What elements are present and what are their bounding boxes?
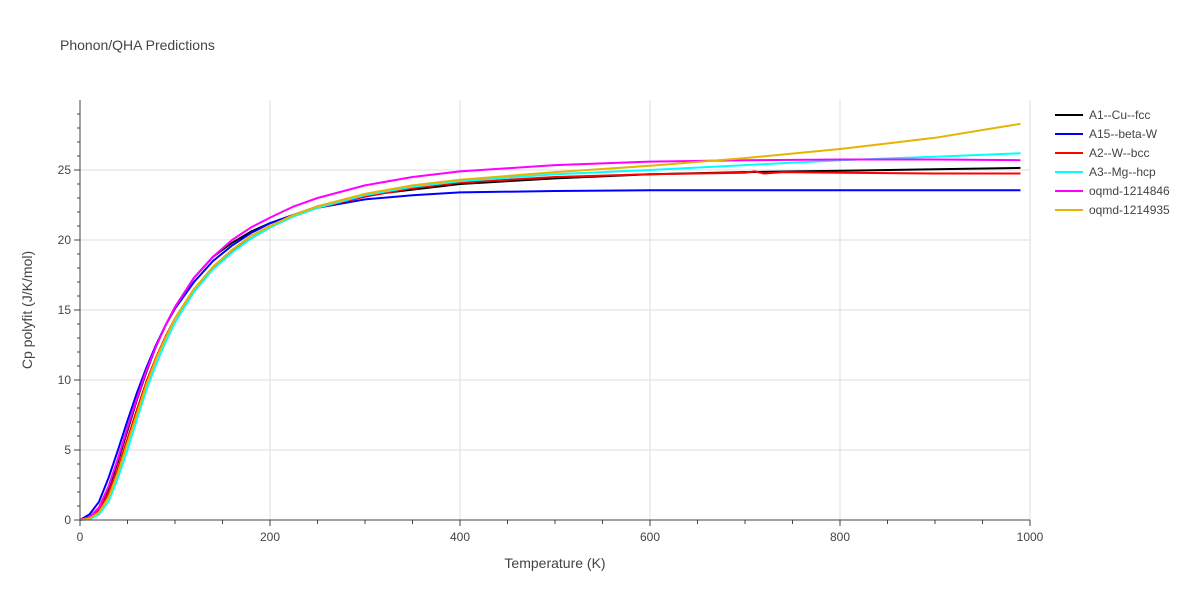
series-line-4 xyxy=(79,158,1021,521)
legend-label: A3--Mg--hcp xyxy=(1089,165,1156,179)
x-tick-label: 0 xyxy=(77,530,84,544)
legend-item[interactable]: A15--beta-W xyxy=(1055,127,1158,141)
grid xyxy=(80,100,1031,520)
axes: 0 200 400 600 800 1000 0 5 10 15 20 25 xyxy=(58,100,1044,544)
y-tick-label: 15 xyxy=(58,303,72,317)
x-tick-label: 200 xyxy=(260,530,280,544)
series-line-3 xyxy=(79,152,1021,521)
y-axis-title: Cp polyfit (J/K/mol) xyxy=(19,251,35,369)
legend-item[interactable]: A1--Cu--fcc xyxy=(1055,108,1150,122)
series-line-2 xyxy=(79,170,1021,521)
legend-item[interactable]: A2--W--bcc xyxy=(1055,146,1149,160)
legend-item[interactable]: oqmd-1214935 xyxy=(1055,203,1170,217)
legend-item[interactable]: A3--Mg--hcp xyxy=(1055,165,1156,179)
series-line-0 xyxy=(79,166,1021,521)
x-axis-title: Temperature (K) xyxy=(504,555,605,571)
y-tick-label: 5 xyxy=(64,443,71,457)
x-tick-label: 600 xyxy=(640,530,660,544)
y-tick-label: 25 xyxy=(58,163,72,177)
legend-label: A2--W--bcc xyxy=(1089,146,1149,160)
legend-label: oqmd-1214846 xyxy=(1089,184,1170,198)
legend-label: A15--beta-W xyxy=(1089,127,1158,141)
legend-label: oqmd-1214935 xyxy=(1089,203,1170,217)
legend-item[interactable]: oqmd-1214846 xyxy=(1055,184,1170,198)
y-tick-label: 0 xyxy=(64,513,71,527)
y-tick-label: 20 xyxy=(58,233,72,247)
series-line-5 xyxy=(79,122,1021,521)
x-tick-label: 400 xyxy=(450,530,470,544)
chart-title: Phonon/QHA Predictions xyxy=(60,37,215,53)
legend[interactable]: A1--Cu--fcc A15--beta-W A2--W--bcc A3--Mg--… xyxy=(1055,108,1170,217)
legend-label: A1--Cu--fcc xyxy=(1089,108,1150,122)
x-tick-label: 800 xyxy=(830,530,850,544)
y-tick-label: 10 xyxy=(58,373,72,387)
series-line-1 xyxy=(79,189,1021,521)
x-tick-label: 1000 xyxy=(1017,530,1044,544)
plot-area xyxy=(79,122,1021,521)
